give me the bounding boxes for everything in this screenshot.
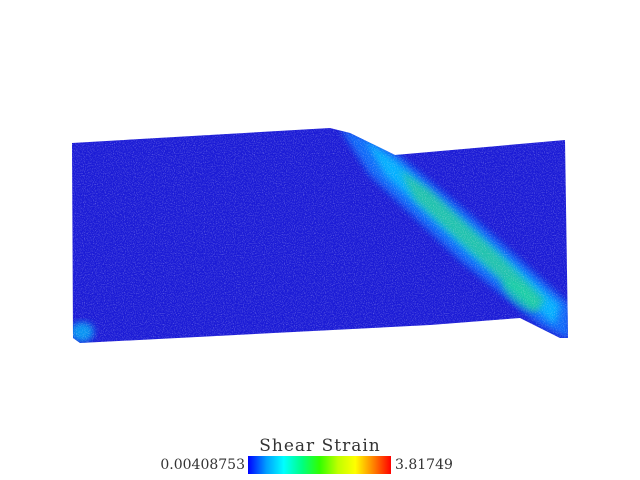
legend-title: Shear Strain xyxy=(259,436,381,456)
particle-texture xyxy=(72,128,568,343)
legend-max-label: 3.81749 xyxy=(395,457,453,473)
legend-min-label: 0.00408753 xyxy=(160,457,245,473)
specimen-body xyxy=(72,128,568,343)
colorbar xyxy=(248,456,391,474)
